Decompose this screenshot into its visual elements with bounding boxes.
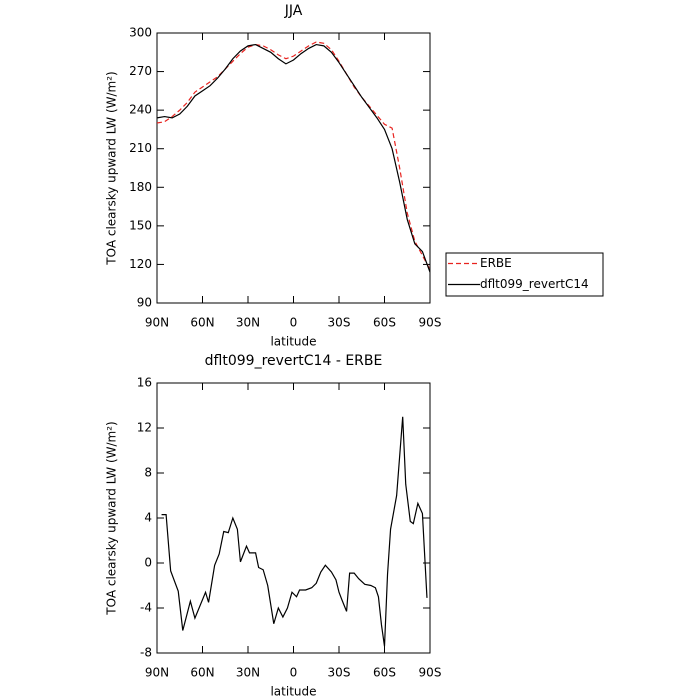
- y-tick-label: 300: [129, 26, 152, 40]
- x-tick-label: 0: [290, 666, 298, 680]
- legend-box: [445, 252, 604, 297]
- x-tick-label: 30S: [328, 316, 351, 330]
- x-tick-label: 90N: [145, 316, 169, 330]
- y-tick-label: 270: [129, 64, 152, 78]
- y-tick-label: -8: [140, 646, 152, 660]
- y-tick-label: 240: [129, 103, 152, 117]
- y-tick-label: 150: [129, 218, 152, 232]
- x-tick-label: 90N: [145, 666, 169, 680]
- x-tick-label: 60S: [373, 666, 396, 680]
- x-tick-label: 60S: [373, 316, 396, 330]
- y-tick-label: 4: [144, 511, 152, 525]
- y-tick-label: 210: [129, 141, 152, 155]
- y-axis-label: TOA clearsky upward LW (W/m²): [105, 71, 119, 265]
- x-tick-label: 30N: [236, 666, 260, 680]
- y-tick-label: 120: [129, 257, 152, 271]
- x-tick-label: 60N: [190, 666, 214, 680]
- x-tick-label: 90S: [419, 666, 442, 680]
- y-tick-label: 180: [129, 180, 152, 194]
- x-tick-label: 0: [290, 316, 298, 330]
- chart-title: dflt099_revertC14 - ERBE: [205, 353, 383, 369]
- y-tick-label: 90: [137, 296, 152, 310]
- series-line: [156, 43, 431, 273]
- y-tick-label: 8: [144, 466, 152, 480]
- chart-title: JJA: [284, 3, 303, 19]
- y-tick-label: 12: [137, 421, 152, 435]
- y-tick-label: 16: [137, 376, 152, 390]
- series-line: [156, 41, 431, 270]
- x-tick-label: 60N: [190, 316, 214, 330]
- x-axis-label: latitude: [270, 335, 316, 349]
- plot-frame: [156, 32, 431, 304]
- y-tick-label: -4: [140, 601, 152, 615]
- x-tick-label: 30N: [236, 316, 260, 330]
- x-tick-label: 30S: [328, 666, 351, 680]
- plot-frame: [156, 382, 431, 654]
- legend-label: dflt099_revertC14: [480, 277, 589, 291]
- x-tick-label: 90S: [419, 316, 442, 330]
- y-axis-label: TOA clearsky upward LW (W/m²): [105, 421, 119, 615]
- y-tick-label: 0: [144, 556, 152, 570]
- legend-label: ERBE: [480, 256, 512, 270]
- series-line: [161, 416, 428, 647]
- x-axis-label: latitude: [270, 685, 316, 699]
